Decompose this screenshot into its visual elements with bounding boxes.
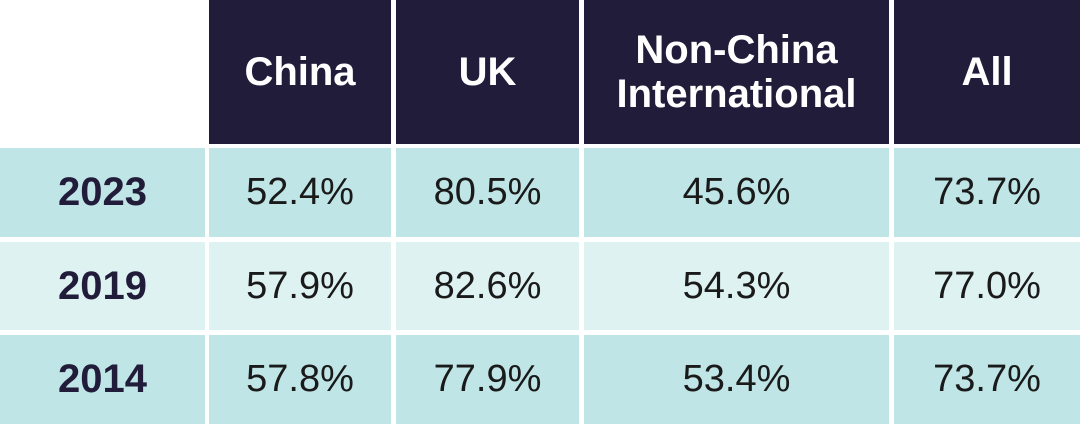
row-header: 2019	[0, 242, 205, 330]
column-header: China	[209, 0, 391, 144]
table-cell: 45.6%	[584, 148, 889, 237]
table-cell: 53.4%	[584, 335, 889, 424]
table-cell: 52.4%	[209, 148, 391, 237]
column-header: Non-China International	[584, 0, 889, 144]
table-cell: 77.0%	[894, 242, 1080, 330]
row-header: 2014	[0, 335, 205, 424]
column-header: UK	[396, 0, 579, 144]
table-cell: 82.6%	[396, 242, 579, 330]
table-cell: 57.8%	[209, 335, 391, 424]
table-cell: 77.9%	[396, 335, 579, 424]
table-cell: 57.9%	[209, 242, 391, 330]
table-cell: 73.7%	[894, 335, 1080, 424]
table-cell: 54.3%	[584, 242, 889, 330]
table-cell: 80.5%	[396, 148, 579, 237]
column-header: All	[894, 0, 1080, 144]
table-cell: 73.7%	[894, 148, 1080, 237]
row-header: 2023	[0, 148, 205, 237]
